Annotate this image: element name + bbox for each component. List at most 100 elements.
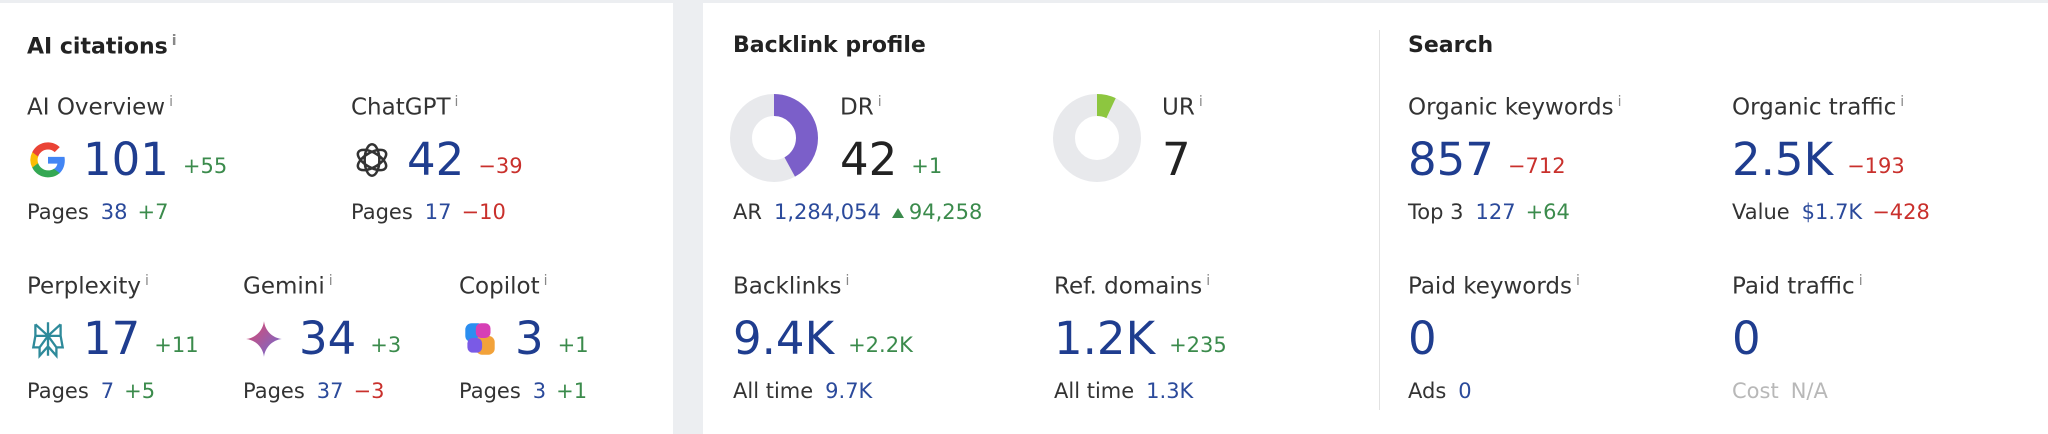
metric-label: Perplexity i xyxy=(27,273,149,300)
metric-label: Copilot i xyxy=(459,273,548,300)
metric-label-text: DR xyxy=(840,94,874,121)
metric-value: 101 xyxy=(83,133,169,186)
metric-delta: −193 xyxy=(1847,154,1905,178)
metric-sub-row: Pages 37 −3 xyxy=(243,379,384,403)
sub-label: Value xyxy=(1732,200,1790,224)
title-text: AI citations xyxy=(27,34,168,60)
metric-value: 7 xyxy=(1162,133,1191,186)
metric-value-row: 857 −712 xyxy=(1408,134,1566,186)
sub-label: Cost xyxy=(1732,379,1779,403)
metric-label-text: Organic traffic xyxy=(1732,94,1897,121)
sub-delta: +7 xyxy=(137,200,169,224)
info-icon[interactable]: i xyxy=(1206,273,1211,289)
metric-label: Gemini i xyxy=(243,273,333,300)
sub-label: Pages xyxy=(459,379,521,403)
metric-sub-row: Pages 7 +5 xyxy=(27,379,155,403)
section-title: Backlink profile xyxy=(733,33,926,58)
metric-label-text: ChatGPT xyxy=(351,94,451,121)
info-icon[interactable]: i xyxy=(145,273,149,289)
metric-sub-row: Top 3 127 +64 xyxy=(1408,200,1570,224)
info-icon[interactable]: i xyxy=(543,273,548,289)
top-strip xyxy=(0,0,2048,3)
metric-label: AI Overview i xyxy=(27,94,173,121)
donut xyxy=(1053,94,1141,182)
info-icon[interactable]: i xyxy=(1198,94,1203,110)
metric-label-text: Ref. domains xyxy=(1054,273,1203,300)
info-icon[interactable]: i xyxy=(877,94,882,110)
metric-delta: +11 xyxy=(154,333,199,357)
section-title: Search xyxy=(1408,33,1494,58)
sub-value: $1.7K xyxy=(1801,200,1863,224)
info-icon[interactable]: i xyxy=(1576,273,1580,289)
metric-value: 9.4K xyxy=(733,312,835,365)
donut-arc xyxy=(730,94,818,182)
metric-label-text: Gemini xyxy=(243,273,325,300)
metric-value-row: 0 xyxy=(1408,313,1437,365)
sub-value: 38 xyxy=(100,200,128,224)
metric-label: Organic traffic i xyxy=(1732,94,1904,121)
info-icon[interactable]: i xyxy=(454,94,459,110)
metric-value-row: 42 −39 xyxy=(351,134,523,186)
sub-label: Pages xyxy=(243,379,305,403)
metric-value-row: 2.5K −193 xyxy=(1732,134,1905,186)
ar-label: AR xyxy=(733,200,762,224)
metric-value: 17 xyxy=(83,312,141,365)
metric-value: 1.2K xyxy=(1054,312,1156,365)
info-icon[interactable]: i xyxy=(171,33,177,49)
info-icon[interactable]: i xyxy=(845,273,850,289)
metric-value-row: 7 xyxy=(1162,134,1191,186)
metric-label: DR i xyxy=(840,94,882,121)
sub-value: 0 xyxy=(1458,379,1472,403)
info-icon[interactable]: i xyxy=(1900,94,1905,110)
metric-label-text: Backlinks xyxy=(733,273,842,300)
sub-label: All time xyxy=(1054,379,1135,403)
metric-value-row: 0 xyxy=(1732,313,1761,365)
sub-value: 9.7K xyxy=(825,379,873,403)
info-icon[interactable]: i xyxy=(1858,273,1863,289)
divider xyxy=(1379,30,1380,410)
metric-label-text: Paid traffic xyxy=(1732,273,1855,300)
metric-delta: +235 xyxy=(1169,333,1227,357)
metric-value-row: 17 +11 xyxy=(27,313,199,365)
sub-delta: −428 xyxy=(1872,200,1930,224)
info-icon[interactable]: i xyxy=(328,273,333,289)
metric-value: 42 xyxy=(407,133,465,186)
metric-delta: +2.2K xyxy=(848,333,913,357)
icon xyxy=(351,139,393,181)
metric-value-row: 42 +1 xyxy=(840,134,942,186)
info-icon[interactable]: i xyxy=(1617,94,1622,110)
metric-delta: +55 xyxy=(182,154,228,178)
sub-delta: +64 xyxy=(1525,200,1570,224)
sub-label: Ads xyxy=(1408,379,1447,403)
info-icon[interactable]: i xyxy=(169,94,174,110)
metric-value: 3 xyxy=(515,312,544,365)
metric-value: 0 xyxy=(1732,312,1761,365)
metric-value-row: 34 +3 xyxy=(243,313,401,365)
sub-label: Pages xyxy=(27,379,89,403)
sub-delta: +1 xyxy=(556,379,588,403)
sub-delta: −10 xyxy=(461,200,506,224)
section-title: AI citations i xyxy=(27,33,177,59)
metric-label-text: UR xyxy=(1162,94,1195,121)
sub-label: All time xyxy=(733,379,814,403)
metric-delta: +1 xyxy=(557,333,589,357)
icon xyxy=(459,318,501,360)
metric-value: 857 xyxy=(1408,133,1494,186)
sub-value: 1.3K xyxy=(1146,379,1194,403)
metric-sub-row: Cost N/A xyxy=(1732,379,1828,403)
metric-label: Ref. domains i xyxy=(1054,273,1210,300)
metric-label: Paid traffic i xyxy=(1732,273,1863,300)
ar-delta: 94,258 xyxy=(908,200,983,224)
sub-value: 3 xyxy=(532,379,547,403)
metric-delta: +3 xyxy=(370,333,402,357)
metric-sub-row: Pages 3 +1 xyxy=(459,379,587,403)
sub-label: Pages xyxy=(351,200,413,224)
metric-delta: +1 xyxy=(911,154,943,178)
metric-sub-row: Pages 17 −10 xyxy=(351,200,506,224)
sub-value: 37 xyxy=(316,379,344,403)
metric-value-row: 101 +55 xyxy=(27,134,227,186)
metric-label-text: AI Overview xyxy=(27,94,166,121)
metric-sub-row: All time 9.7K xyxy=(733,379,872,403)
metric-sub-row: Ads 0 xyxy=(1408,379,1472,403)
metric-value-row: 3 +1 xyxy=(459,313,589,365)
